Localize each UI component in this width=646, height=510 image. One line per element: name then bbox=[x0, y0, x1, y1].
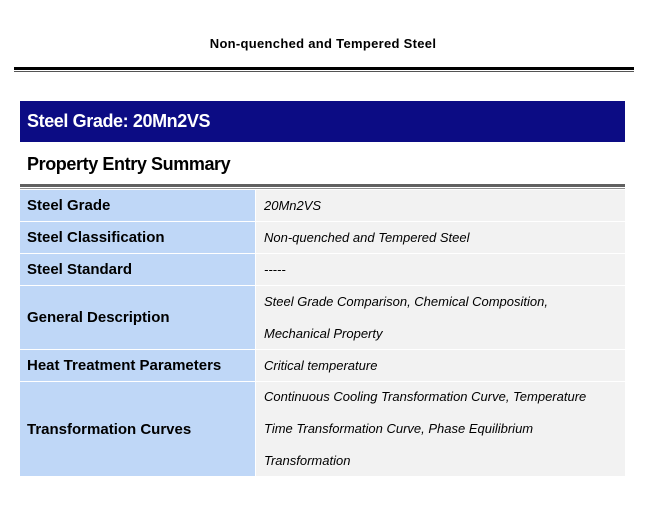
table-divider bbox=[20, 184, 625, 187]
row-value-general-description: Steel Grade Comparison, Chemical Composi… bbox=[256, 286, 625, 349]
table-row: Transformation Curves Continuous Cooling… bbox=[20, 382, 625, 477]
property-summary-table: Steel Grade 20Mn2VS Steel Classification… bbox=[20, 190, 625, 477]
table-row: Steel Grade 20Mn2VS bbox=[20, 190, 625, 222]
row-value-transformation-curves: Continuous Cooling Transformation Curve,… bbox=[256, 382, 625, 476]
header-divider-thin bbox=[14, 71, 634, 72]
row-label-general-description: General Description bbox=[20, 286, 256, 349]
row-value-heat-treatment-parameters: Critical temperature bbox=[256, 350, 625, 381]
row-value-text: Steel Grade Comparison, Chemical Composi… bbox=[264, 293, 548, 341]
page-header: Non-quenched and Tempered Steel bbox=[209, 36, 437, 51]
row-value-text: ----- bbox=[264, 261, 286, 277]
row-value-text: Non-quenched and Tempered Steel bbox=[264, 229, 470, 245]
table-divider-thin bbox=[20, 188, 625, 189]
row-value-steel-classification: Non-quenched and Tempered Steel bbox=[256, 222, 625, 253]
row-label-steel-grade: Steel Grade bbox=[20, 190, 256, 221]
row-value-text: Continuous Cooling Transformation Curve,… bbox=[264, 389, 587, 468]
row-label-steel-classification: Steel Classification bbox=[20, 222, 256, 253]
table-row: Steel Classification Non-quenched and Te… bbox=[20, 222, 625, 254]
row-value-steel-standard: ----- bbox=[256, 254, 625, 285]
section-title: Property Entry Summary bbox=[27, 154, 231, 174]
steel-grade-banner: Steel Grade: 20Mn2VS bbox=[20, 101, 625, 142]
table-row: Steel Standard ----- bbox=[20, 254, 625, 286]
row-value-steel-grade: 20Mn2VS bbox=[256, 190, 625, 221]
row-value-text: Critical temperature bbox=[264, 357, 378, 373]
row-label-heat-treatment-parameters: Heat Treatment Parameters bbox=[20, 350, 256, 381]
table-row: Heat Treatment Parameters Critical tempe… bbox=[20, 350, 625, 382]
row-label-steel-standard: Steel Standard bbox=[20, 254, 256, 285]
row-label-transformation-curves: Transformation Curves bbox=[20, 382, 256, 476]
row-value-text: 20Mn2VS bbox=[264, 197, 322, 213]
header-divider bbox=[14, 67, 634, 70]
table-row: General Description Steel Grade Comparis… bbox=[20, 286, 625, 350]
